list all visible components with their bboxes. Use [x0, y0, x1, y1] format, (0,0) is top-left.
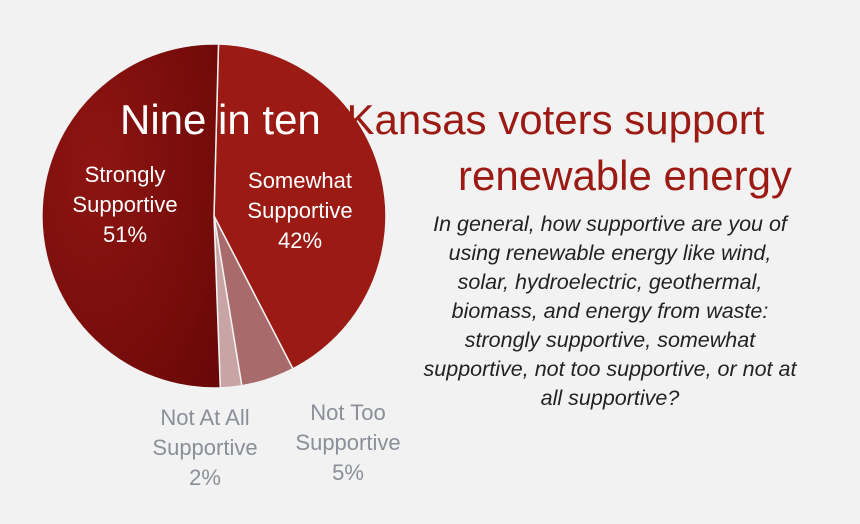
label-line: Supportive [247, 198, 353, 223]
survey-question: In general, how supportive are you of us… [423, 212, 797, 410]
label-strongly-supportive: Strongly Supportive 51% [50, 160, 200, 250]
slice-strongly-supportive [41, 43, 222, 389]
label-line: Somewhat [248, 168, 352, 193]
headline: Nine in ten Kansas voters support [120, 92, 840, 148]
label-line: Strongly [84, 162, 166, 187]
label-value: 5% [332, 460, 364, 485]
label-value: 51% [102, 222, 148, 247]
label-somewhat-supportive: Somewhat Supportive 42% [225, 166, 375, 256]
label-not-at-all-supportive: Not At All Supportive 2% [135, 403, 275, 493]
headline-line-2: renewable energy [458, 152, 792, 199]
slice-somewhat-supportive [213, 43, 387, 370]
label-line: Not Too [310, 400, 386, 425]
label-line: Supportive [72, 192, 178, 217]
headline-emphasis: Nine in ten [120, 96, 321, 143]
headline-text: Kansas voters support [346, 96, 765, 143]
label-not-too-supportive: Not Too Supportive 5% [278, 398, 418, 488]
label-value: 42% [277, 228, 323, 253]
label-line: Not At All [160, 405, 250, 430]
label-value: 2% [189, 465, 221, 490]
label-line: Supportive [295, 430, 401, 455]
label-line: Supportive [152, 435, 258, 460]
